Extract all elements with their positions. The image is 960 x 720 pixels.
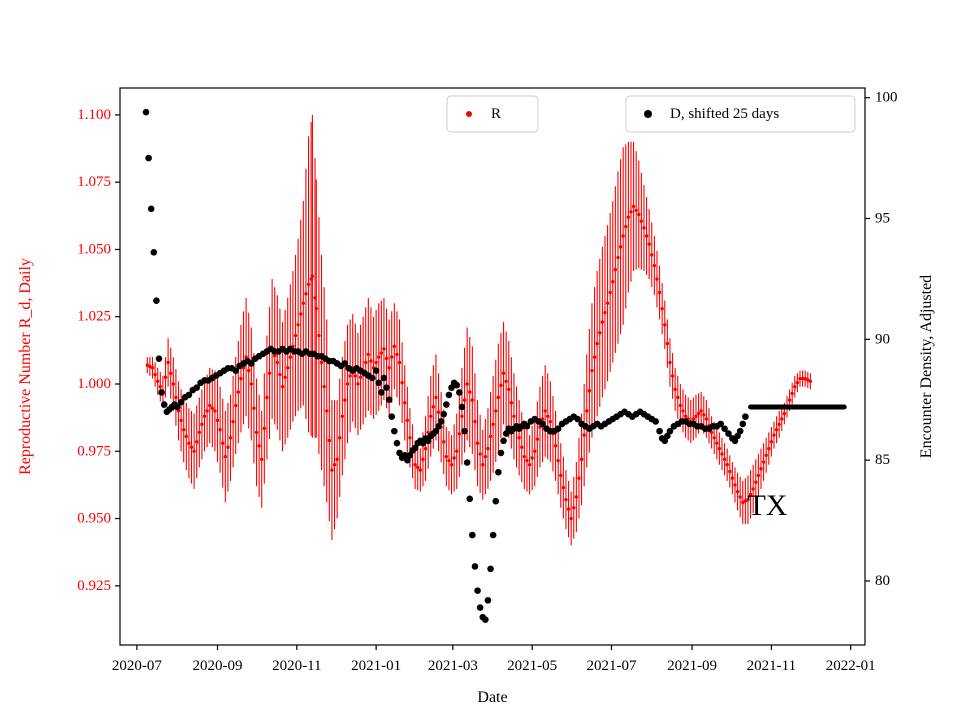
svg-text:100: 100 <box>875 90 898 106</box>
r-series-errorbars <box>146 114 811 546</box>
svg-text:1.075: 1.075 <box>77 174 111 190</box>
svg-text:80: 80 <box>875 573 890 589</box>
x-axis-label: Date <box>477 689 507 706</box>
d-series <box>142 108 749 623</box>
svg-text:85: 85 <box>875 452 890 468</box>
svg-text:2021-09: 2021-09 <box>667 658 717 674</box>
svg-text:1.100: 1.100 <box>77 107 111 123</box>
y-axis-right-label: Encounter Density, Adjusted <box>918 275 935 458</box>
legend-r-marker-icon <box>466 111 472 117</box>
svg-text:2021-07: 2021-07 <box>586 658 636 674</box>
svg-text:2021-05: 2021-05 <box>507 658 557 674</box>
svg-text:2021-01: 2021-01 <box>351 658 401 674</box>
svg-text:0.925: 0.925 <box>77 578 111 594</box>
svg-text:2020-07: 2020-07 <box>112 658 162 674</box>
legend-r-label: R <box>491 106 501 122</box>
legend-d-marker-icon <box>644 110 652 118</box>
y-axis-right: 80 85 90 95 100 Encounter Density, Adjusted <box>865 90 935 589</box>
plot-border <box>119 87 866 646</box>
svg-text:1.000: 1.000 <box>77 376 111 392</box>
y-axis-left-label: Reproductive Number R_d, Daily <box>17 258 34 475</box>
svg-text:2020-11: 2020-11 <box>272 658 321 674</box>
tx-annotation: TX <box>747 489 787 522</box>
svg-text:90: 90 <box>875 331 890 347</box>
svg-text:2020-09: 2020-09 <box>193 658 243 674</box>
svg-text:95: 95 <box>875 210 890 226</box>
svg-text:0.950: 0.950 <box>77 511 111 527</box>
y-axis-left: 0.925 0.950 0.975 1.000 1.025 1.050 1.075 1.100… <box>17 107 120 594</box>
legend-d-label: D, shifted 25 days <box>670 106 779 122</box>
svg-text:0.975: 0.975 <box>77 443 111 459</box>
r-series <box>145 204 813 521</box>
legend-d: D, shifted 25 days <box>625 95 856 133</box>
svg-text:1.025: 1.025 <box>77 309 111 325</box>
legend-r: R <box>446 95 539 133</box>
svg-text:2021-11: 2021-11 <box>747 658 796 674</box>
svg-text:1.050: 1.050 <box>77 241 111 257</box>
x-axis: 2020-07 2020-09 2020-11 2021-01 2021-03 2021-… <box>112 645 876 706</box>
svg-text:2022-01: 2022-01 <box>826 658 876 674</box>
svg-text:2021-03: 2021-03 <box>428 658 478 674</box>
